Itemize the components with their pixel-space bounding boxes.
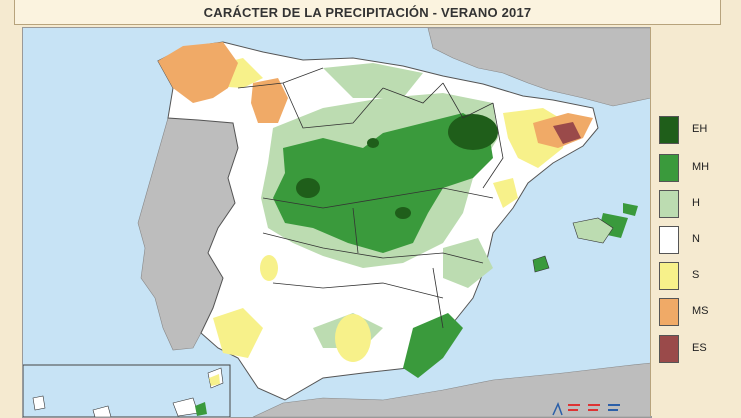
legend-label: ES <box>692 342 707 354</box>
legend-swatch <box>659 298 679 326</box>
legend-swatch <box>659 190 679 218</box>
map-title-bar: CARÁCTER DE LA PRECIPITACIÓN - VERANO 20… <box>14 0 721 25</box>
canary-humid <box>195 402 207 416</box>
legend-label: EH <box>692 123 708 135</box>
very-humid-zones <box>273 113 638 378</box>
map-title: CARÁCTER DE LA PRECIPITACIÓN - VERANO 20… <box>203 4 532 20</box>
legend-label: S <box>692 269 700 281</box>
legend-item: MS <box>659 298 721 326</box>
map-frame <box>22 27 652 418</box>
legend-label: MS <box>692 305 709 317</box>
legend-swatch <box>659 154 679 182</box>
ibiza <box>532 255 550 273</box>
mallorca <box>572 217 614 244</box>
legend-swatch <box>659 262 679 290</box>
map-legend: EH MH H N S MS ES <box>650 27 721 416</box>
france-land <box>427 28 651 107</box>
region-borders <box>237 67 504 329</box>
legend-label: N <box>692 233 700 245</box>
legend-label: H <box>692 197 700 209</box>
legend-swatch <box>659 335 679 363</box>
extremely-humid-zones <box>296 114 498 219</box>
aemet-logo <box>552 402 620 416</box>
legend-label: MH <box>692 161 710 173</box>
canary-islands <box>32 367 224 417</box>
legend-item: ES <box>659 335 721 363</box>
legend-swatch <box>659 116 679 144</box>
lanzarote-dry <box>209 374 220 386</box>
africa-land <box>252 362 651 417</box>
legend-item: S <box>659 262 721 290</box>
legend-swatch <box>659 226 679 254</box>
legend-item: EH <box>659 116 721 144</box>
legend-item: MH <box>659 154 721 182</box>
precipitation-map <box>23 28 651 417</box>
legend-item: H <box>659 190 721 218</box>
extremely-dry-zone <box>553 122 581 144</box>
legend-item: N <box>659 226 721 254</box>
